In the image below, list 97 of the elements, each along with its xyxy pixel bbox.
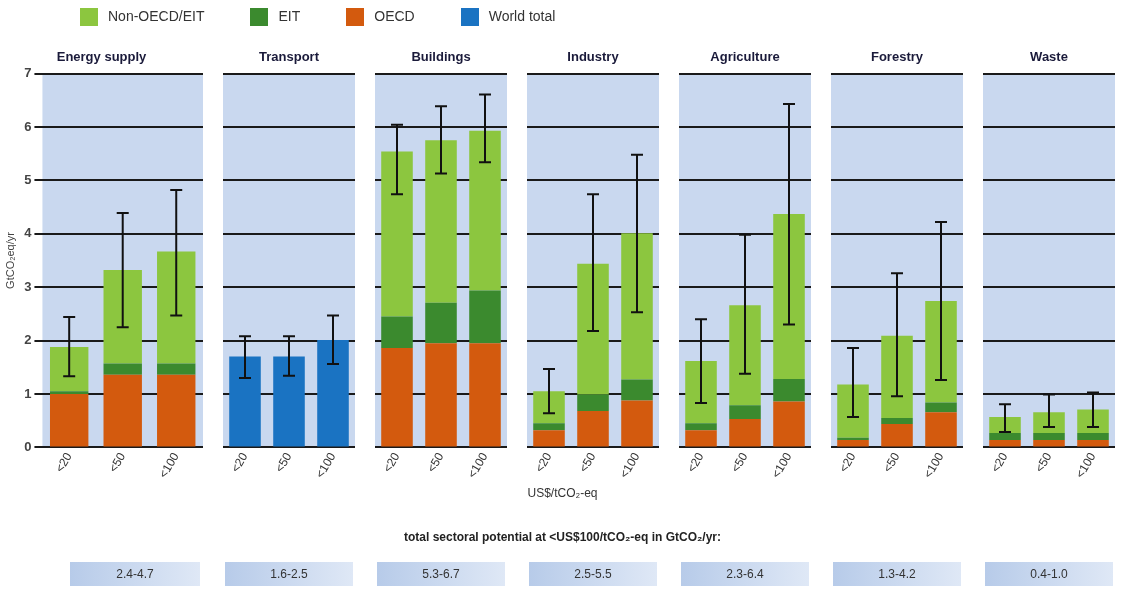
bar <box>533 423 565 431</box>
x-tick-label: <50 <box>880 449 903 475</box>
bar <box>685 423 717 431</box>
bar <box>773 379 805 402</box>
text: 2.5-5.5 <box>529 562 657 586</box>
bar <box>925 402 957 413</box>
text: 5.3-6.7 <box>377 562 505 586</box>
y-tick-label: 4 <box>24 225 33 241</box>
x-tick-label: <50 <box>576 449 599 475</box>
bar <box>925 301 957 403</box>
bar <box>621 233 653 380</box>
bar <box>1033 432 1065 440</box>
x-tick-label: <20 <box>532 449 555 475</box>
bar <box>729 419 761 447</box>
bar <box>989 439 1021 447</box>
bar <box>577 411 609 447</box>
bar <box>533 430 565 447</box>
y-tick-label: 5 <box>24 171 32 187</box>
bar <box>837 384 869 438</box>
bar <box>381 316 413 349</box>
bar <box>773 401 805 447</box>
bar <box>837 437 869 440</box>
bar <box>729 405 761 420</box>
text: 1.3-4.2 <box>833 562 961 586</box>
bar <box>837 439 869 447</box>
y-tick-label: 7 <box>24 65 32 81</box>
bar <box>469 290 501 344</box>
y-axis-title: GtCO₂eq/yr <box>3 231 16 289</box>
bar <box>881 418 913 424</box>
bar <box>1033 412 1065 433</box>
x-tick-label: <50 <box>105 449 129 475</box>
y-tick-label: 6 <box>24 118 32 134</box>
bar <box>685 360 717 424</box>
chart-title: Industry <box>567 49 620 65</box>
x-tick-label: <50 <box>728 449 751 475</box>
x-axis-title: US$/tCO₂-eq <box>526 486 599 500</box>
bar <box>881 335 913 419</box>
bar <box>1077 409 1109 433</box>
x-tick-label: <20 <box>684 449 707 475</box>
bar <box>773 214 805 380</box>
bar <box>103 374 142 447</box>
y-tick-label: 1 <box>24 385 32 401</box>
bar <box>533 391 565 424</box>
bar <box>157 251 196 364</box>
chart-title: Buildings <box>411 49 471 65</box>
bar <box>49 347 89 392</box>
bar <box>103 363 142 375</box>
chart-title: Agriculture <box>710 49 780 65</box>
bar <box>1077 439 1109 447</box>
chart-title: Waste <box>1030 49 1068 65</box>
legend-label: EIT <box>277 8 301 26</box>
bar <box>157 363 196 375</box>
bar <box>381 151 413 317</box>
x-tick-label: <20 <box>52 449 75 475</box>
text: 2.3-6.4 <box>681 562 809 586</box>
bar <box>621 379 653 401</box>
bar <box>577 394 609 412</box>
bar <box>925 412 957 447</box>
bar <box>577 263 609 395</box>
bar <box>1033 439 1065 447</box>
bar <box>1077 432 1109 440</box>
x-tick-label: <20 <box>380 449 403 475</box>
legend-label: Non-OECD/EIT <box>107 8 205 26</box>
x-tick-label: <50 <box>424 449 447 475</box>
bar <box>381 348 413 447</box>
bar <box>621 400 653 447</box>
bar <box>469 343 501 447</box>
bar <box>685 430 717 447</box>
bar <box>989 416 1021 433</box>
text: 1.6-2.5 <box>225 562 353 586</box>
y-tick-label: 0 <box>24 438 32 454</box>
text: 0.4-1.0 <box>985 562 1113 586</box>
bar <box>989 432 1021 440</box>
x-tick-label: <50 <box>272 449 295 475</box>
chart-title: Transport <box>259 49 320 65</box>
x-tick-label: <20 <box>836 449 859 475</box>
bar <box>425 302 457 344</box>
legend-label: World total <box>487 8 556 26</box>
x-tick-label: <50 <box>1032 449 1055 475</box>
text: total sectoral potential at <US$100/tCO₂-eq in GtCO₂/yr: <box>402 530 723 544</box>
bar <box>49 393 89 447</box>
bar <box>103 270 142 364</box>
bar <box>425 343 457 447</box>
chart-title: Forestry <box>870 49 924 65</box>
legend-label: OECD <box>373 8 415 26</box>
y-tick-label: 3 <box>24 278 32 294</box>
bar <box>157 374 196 447</box>
chart-title: Energy supply <box>56 49 148 65</box>
x-tick-label: <20 <box>988 449 1011 475</box>
bar <box>425 140 457 303</box>
y-tick-label: 2 <box>24 332 32 348</box>
bar <box>881 423 913 447</box>
bar <box>49 391 89 394</box>
bar <box>469 130 501 291</box>
x-tick-label: <20 <box>228 449 251 475</box>
text: 2.4-4.7 <box>70 562 200 586</box>
bar <box>729 305 761 406</box>
